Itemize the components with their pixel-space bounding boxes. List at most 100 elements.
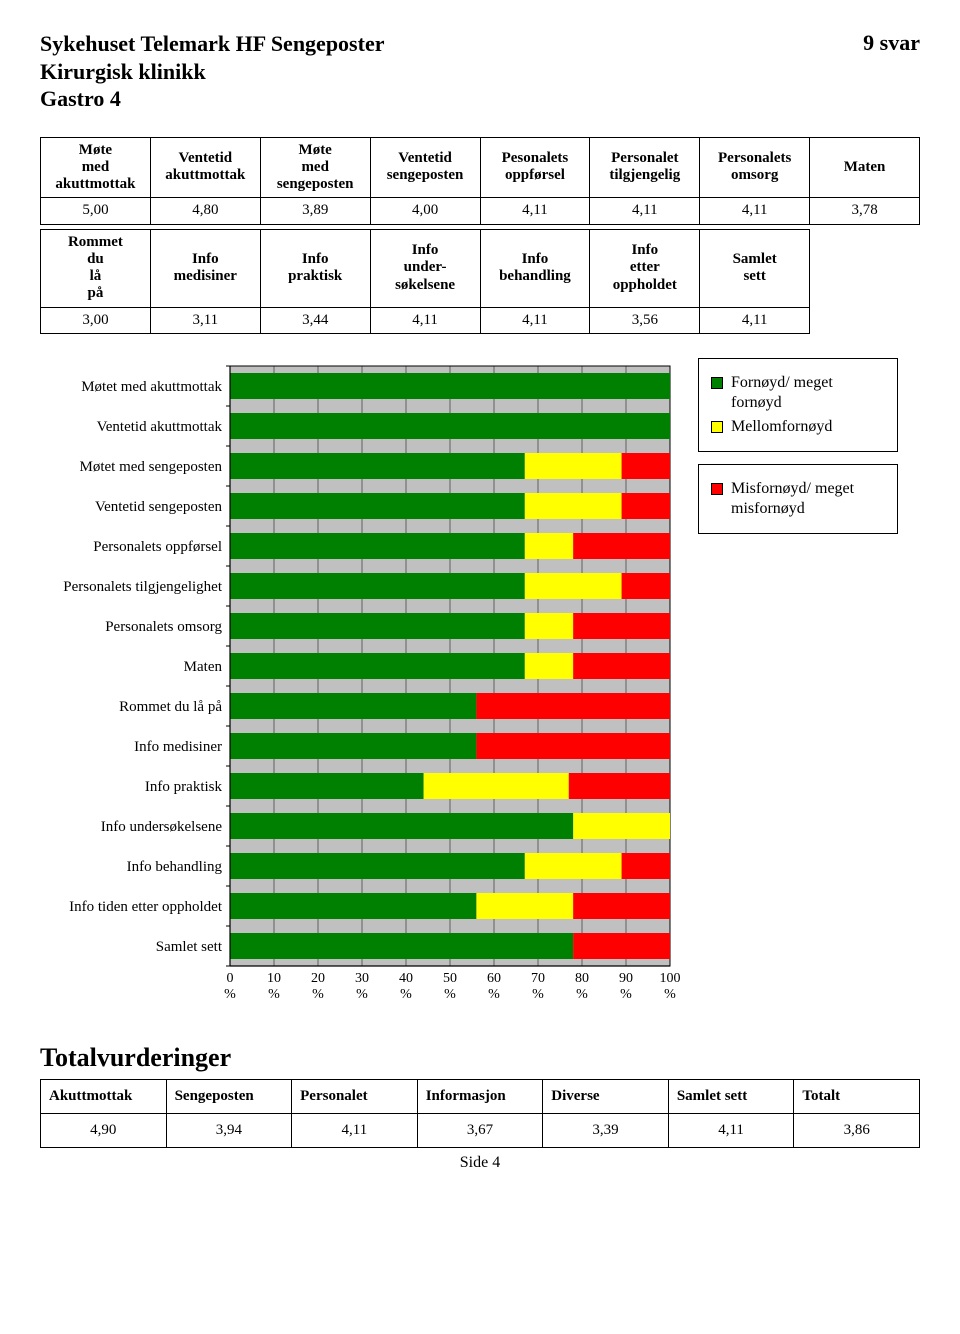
svg-text:%: % (532, 987, 544, 1002)
table1-value: 5,00 (41, 198, 151, 224)
header-line1: Sykehuset Telemark HF Sengeposter (40, 30, 384, 58)
svg-text:90: 90 (619, 971, 633, 986)
svg-text:Personalets oppførsel: Personalets oppførsel (93, 539, 222, 555)
totals-title: Totalvurderinger (40, 1043, 920, 1073)
svg-text:Ventetid akuttmottak: Ventetid akuttmottak (97, 419, 223, 435)
svg-text:Ventetid sengeposten: Ventetid sengeposten (95, 499, 223, 515)
svg-text:10: 10 (267, 971, 281, 986)
table1-header: Møtemedakuttmottak (41, 137, 151, 198)
svg-text:60: 60 (487, 971, 501, 986)
legend-item: Mellomfornøyd (711, 417, 885, 437)
legend-item: Fornøyd/ meget fornøyd (711, 373, 885, 413)
table1-header: Ventetidakuttmottak (150, 137, 260, 198)
table2-value: 4,11 (700, 307, 810, 333)
table2-header: Infounder-søkelsene (370, 229, 480, 307)
svg-text:%: % (664, 987, 676, 1002)
svg-text:Info undersøkelsene: Info undersøkelsene (101, 819, 223, 835)
totals-value: 3,86 (794, 1113, 920, 1147)
table1-value: 4,11 (590, 198, 700, 224)
table2-header: Infobehandling (480, 229, 590, 307)
table1-header: Ventetidsengeposten (370, 137, 480, 198)
totals-header: Sengeposten (166, 1079, 292, 1113)
page-number: Side 4 (40, 1154, 920, 1172)
table2-header: Infomedisiner (150, 229, 260, 307)
svg-text:30: 30 (355, 971, 369, 986)
legend-swatch (711, 421, 723, 433)
chart-wrap: 0%10%20%30%40%50%60%70%80%90%100%Møtet m… (40, 358, 680, 1015)
totals-header: Personalet (292, 1079, 418, 1113)
table2-header: Samletsett (700, 229, 810, 307)
page-header: Sykehuset Telemark HF Sengeposter Kirurg… (40, 30, 920, 113)
totals-header: Informasjon (417, 1079, 543, 1113)
svg-text:40: 40 (399, 971, 413, 986)
legend-swatch (711, 377, 723, 389)
table2-value: 3,00 (41, 307, 151, 333)
table2-value: 4,11 (480, 307, 590, 333)
table1-value: 4,11 (700, 198, 810, 224)
svg-text:70: 70 (531, 971, 545, 986)
legend-box-1: Fornøyd/ meget fornøyd Mellomfornøyd (698, 358, 898, 452)
totals-header: Samlet sett (668, 1079, 794, 1113)
svg-text:100: 100 (660, 971, 681, 986)
totals-header: Akuttmottak (41, 1079, 167, 1113)
svar-count: 9 svar (863, 30, 920, 56)
table2-header: Infoetteroppholdet (590, 229, 700, 307)
svg-text:Rommet du lå på: Rommet du lå på (119, 699, 222, 715)
svg-text:80: 80 (575, 971, 589, 986)
svg-text:%: % (488, 987, 500, 1002)
totals-header: Diverse (543, 1079, 669, 1113)
table2-value: 4,11 (370, 307, 480, 333)
svg-text:Personalets omsorg: Personalets omsorg (105, 619, 222, 635)
table1-value: 4,00 (370, 198, 480, 224)
table1-header: Personaletsomsorg (700, 137, 810, 198)
svg-text:%: % (400, 987, 412, 1002)
table1-header: Personalettilgjengelig (590, 137, 700, 198)
svg-text:%: % (224, 987, 236, 1002)
table2-header: Infopraktisk (260, 229, 370, 307)
svg-text:Møtet med akuttmottak: Møtet med akuttmottak (81, 379, 222, 395)
svg-text:Maten: Maten (184, 659, 223, 675)
totals-value: 4,90 (41, 1113, 167, 1147)
chart-area: 0%10%20%30%40%50%60%70%80%90%100%Møtet m… (40, 358, 920, 1015)
legend-label: Fornøyd/ meget fornøyd (731, 373, 885, 413)
totals-value: 4,11 (668, 1113, 794, 1147)
legend-box-2: Misfornøyd/ meget misfornøyd (698, 464, 898, 534)
header-line2: Kirurgisk klinikk (40, 58, 384, 86)
legend-label: Misfornøyd/ meget misfornøyd (731, 479, 885, 519)
svg-text:Personalets tilgjengelighet: Personalets tilgjengelighet (63, 579, 223, 595)
totals-value: 3,67 (417, 1113, 543, 1147)
ratings-table-2: RommetdulåpåInfomedisinerInfopraktiskInf… (40, 229, 920, 334)
totals-value: 3,94 (166, 1113, 292, 1147)
table2-value: 3,44 (260, 307, 370, 333)
table1-header: Møtemedsengeposten (260, 137, 370, 198)
table1-value: 4,11 (480, 198, 590, 224)
svg-text:20: 20 (311, 971, 325, 986)
ratings-table-1: MøtemedakuttmottakVentetidakuttmottakMøt… (40, 137, 920, 225)
svg-text:Info tiden etter oppholdet: Info tiden etter oppholdet (69, 899, 223, 915)
svg-text:%: % (620, 987, 632, 1002)
svg-text:%: % (444, 987, 456, 1002)
header-line3: Gastro 4 (40, 85, 384, 113)
table1-header: Maten (810, 137, 920, 198)
svg-text:0: 0 (227, 971, 234, 986)
svg-text:%: % (268, 987, 280, 1002)
totals-value: 3,39 (543, 1113, 669, 1147)
svg-text:Møtet med sengeposten: Møtet med sengeposten (80, 459, 223, 475)
legend-item: Misfornøyd/ meget misfornøyd (711, 479, 885, 519)
legend-swatch (711, 483, 723, 495)
svg-text:%: % (356, 987, 368, 1002)
satisfaction-chart: 0%10%20%30%40%50%60%70%80%90%100%Møtet m… (40, 358, 680, 1010)
svg-text:Info praktisk: Info praktisk (145, 779, 223, 795)
svg-text:%: % (312, 987, 324, 1002)
header-title-block: Sykehuset Telemark HF Sengeposter Kirurg… (40, 30, 384, 113)
totals-table: AkuttmottakSengepostenPersonaletInformas… (40, 1079, 920, 1148)
table1-value: 3,89 (260, 198, 370, 224)
table2-header: Rommetdulåpå (41, 229, 151, 307)
svg-text:%: % (576, 987, 588, 1002)
totals-value: 4,11 (292, 1113, 418, 1147)
table2-value: 3,56 (590, 307, 700, 333)
table1-header: Pesonaletsoppførsel (480, 137, 590, 198)
legend-column: Fornøyd/ meget fornøyd Mellomfornøyd Misf… (680, 358, 898, 534)
svg-text:50: 50 (443, 971, 457, 986)
svg-text:Samlet sett: Samlet sett (156, 939, 223, 955)
